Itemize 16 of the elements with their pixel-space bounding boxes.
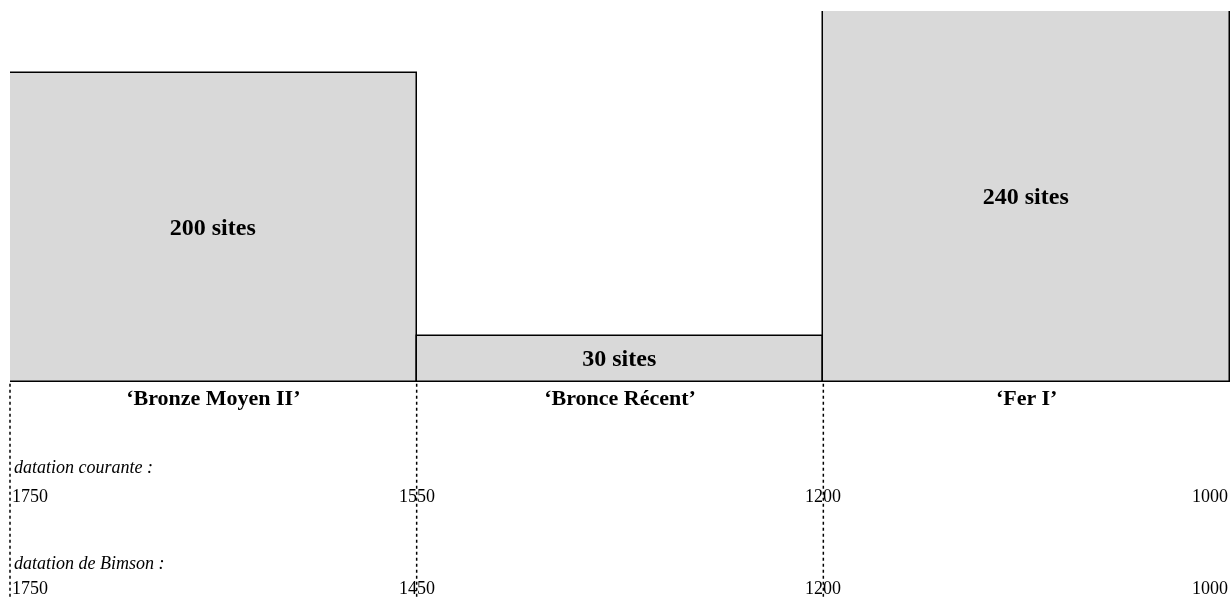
text: 1750	[12, 578, 48, 598]
x-tick-label: ‘Bronze Moyen II’	[126, 385, 301, 410]
text: 1550	[399, 486, 435, 506]
text: 1200	[805, 486, 841, 506]
text: datation courante :	[14, 457, 153, 477]
data-label: 200 sites	[169, 213, 256, 240]
text: 1450	[399, 578, 435, 598]
text: 1750	[12, 486, 48, 506]
text: 1200	[805, 578, 841, 598]
x-tick-label: ‘Bronce Récent’	[544, 385, 696, 410]
text: datation de Bimson :	[14, 553, 165, 573]
data-label: 30 sites	[582, 345, 657, 372]
x-tick-label: ‘Fer I’	[996, 385, 1058, 410]
text: 1000	[1192, 578, 1228, 598]
text: 1000	[1192, 486, 1228, 506]
data-label: 240 sites	[982, 182, 1069, 209]
